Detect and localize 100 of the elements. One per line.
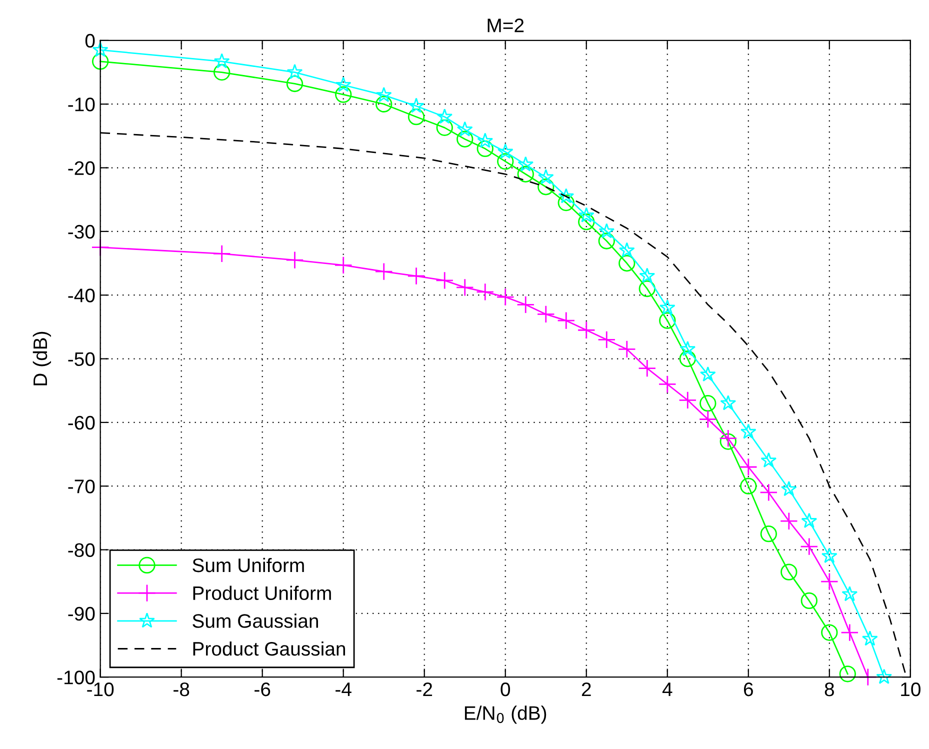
x-tick-label: -10 (87, 682, 114, 696)
point (821, 624, 838, 641)
point (760, 526, 777, 542)
point (476, 140, 494, 158)
point (760, 483, 778, 502)
point (659, 300, 676, 315)
point (638, 359, 656, 378)
point (720, 433, 736, 450)
point (536, 305, 555, 324)
point (839, 666, 856, 682)
point (497, 153, 514, 170)
legend-label: Product Gaussian (193, 641, 346, 656)
point (698, 410, 717, 428)
y-tick-label: -90 (68, 606, 95, 621)
chart-title: M=2 (488, 18, 524, 32)
point (557, 312, 576, 330)
point (618, 254, 636, 272)
x-tick-label: 8 (824, 682, 834, 696)
y-tick-label: -60 (68, 416, 95, 430)
x-axis-title: E/N$_{0}$ (dB) (464, 706, 546, 724)
point (517, 166, 534, 182)
point (801, 512, 818, 528)
point (476, 282, 494, 301)
y-axis-title: D (dB) (32, 332, 51, 386)
x-tick-label: 10 (901, 682, 920, 696)
point (780, 480, 797, 496)
y-tick-label: -40 (68, 288, 95, 302)
legend-label: Sum Uniform (192, 558, 304, 572)
point (335, 76, 352, 92)
point (335, 86, 352, 103)
y-tick-label: -100 (57, 670, 95, 684)
point (91, 238, 110, 256)
legend-label: Product Uniform (193, 586, 331, 600)
point (740, 478, 757, 494)
y-tick-label: -80 (68, 543, 95, 558)
point (577, 321, 596, 340)
point (578, 214, 595, 230)
point (376, 96, 392, 112)
point (739, 458, 758, 476)
point (477, 132, 494, 148)
point (558, 188, 574, 204)
point (436, 119, 453, 136)
y-tick-label: -10 (68, 98, 95, 112)
point (598, 330, 616, 349)
point (780, 512, 798, 530)
point (876, 668, 892, 684)
point (496, 288, 514, 306)
point (214, 53, 230, 68)
point (858, 668, 877, 686)
x-tick-label: -2 (416, 682, 432, 696)
point (407, 266, 426, 286)
y-tick-label: 0 (85, 34, 95, 48)
y-tick-label: -70 (68, 480, 95, 494)
point (214, 64, 230, 81)
point (678, 391, 697, 410)
x-tick-label: 6 (744, 682, 753, 696)
point (286, 75, 304, 92)
point (558, 194, 574, 212)
x-tick-label: 0 (500, 682, 510, 696)
point (658, 375, 676, 394)
point (456, 121, 473, 136)
point (719, 429, 738, 448)
point (800, 538, 818, 556)
x-tick-label: 2 (582, 682, 591, 696)
point (800, 592, 818, 610)
point (516, 296, 535, 314)
y-tick-label: -20 (68, 161, 95, 176)
point (862, 630, 878, 646)
point (820, 572, 838, 591)
point (374, 262, 393, 281)
point (659, 312, 676, 329)
point (598, 223, 615, 238)
point (780, 564, 798, 580)
point (598, 232, 615, 250)
point (456, 130, 474, 148)
point (700, 395, 716, 412)
legend-label: Sum Gaussian (192, 614, 318, 628)
point (286, 64, 303, 80)
point (679, 350, 696, 368)
point (518, 156, 534, 172)
point (436, 108, 453, 124)
point (92, 53, 109, 70)
point (376, 86, 392, 102)
point (408, 108, 425, 126)
point (456, 278, 474, 296)
point (436, 271, 454, 290)
point (638, 280, 656, 298)
point (538, 178, 554, 196)
x-tick-label: -8 (174, 682, 190, 696)
x-tick-label: -4 (336, 682, 352, 696)
y-tick-label: -50 (68, 352, 95, 366)
point (821, 548, 838, 564)
point (840, 624, 859, 642)
point (720, 395, 736, 410)
x-tick-label: -6 (254, 682, 270, 696)
point (334, 256, 352, 274)
point (286, 251, 304, 270)
point (618, 242, 635, 258)
point (497, 144, 514, 159)
point (842, 586, 858, 602)
